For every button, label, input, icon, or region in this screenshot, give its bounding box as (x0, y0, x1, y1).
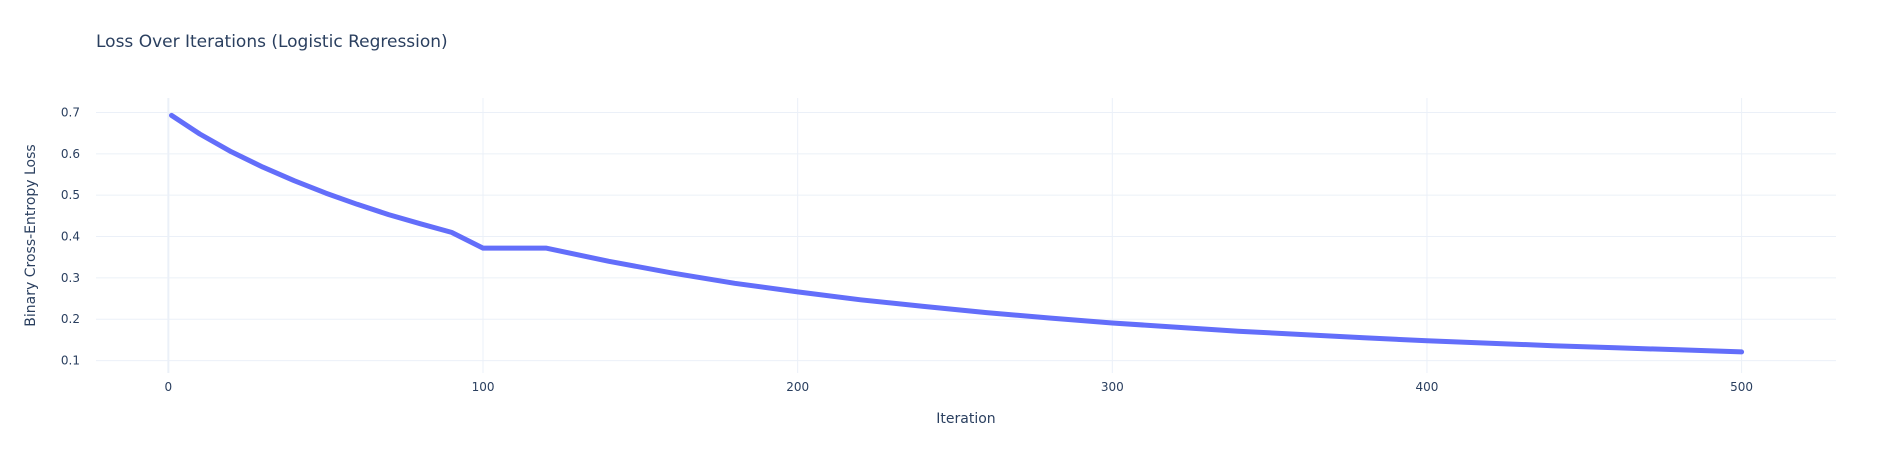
x-tick-label: 0 (165, 380, 173, 394)
x-tick-label: 100 (472, 380, 495, 394)
y-tick-label: 0.5 (61, 188, 80, 202)
tick-labels: 0 100 200 300 400 500 0.1 0.2 0.3 0.4 0.5 0.6 0.7 (61, 105, 1753, 394)
y-axis-title: Binary Cross-Entropy Loss (23, 144, 39, 326)
y-tick-label: 0.1 (61, 354, 80, 368)
y-tick-label: 0.4 (61, 230, 80, 244)
x-tick-label: 200 (786, 380, 809, 394)
chart-title: Loss Over Iterations (Logistic Regressio… (96, 32, 448, 52)
x-tick-label: 400 (1416, 380, 1439, 394)
loss-series-line (169, 112, 1745, 355)
y-tick-label: 0.2 (61, 312, 80, 326)
y-tick-label: 0.3 (61, 271, 80, 285)
y-tick-label: 0.6 (61, 147, 80, 161)
x-tick-label: 300 (1101, 380, 1124, 394)
series-layer (169, 112, 1745, 355)
x-tick-label: 500 (1730, 380, 1753, 394)
gridlines (96, 98, 1836, 373)
y-tick-label: 0.7 (61, 105, 80, 119)
x-axis-title: Iteration (936, 411, 995, 427)
